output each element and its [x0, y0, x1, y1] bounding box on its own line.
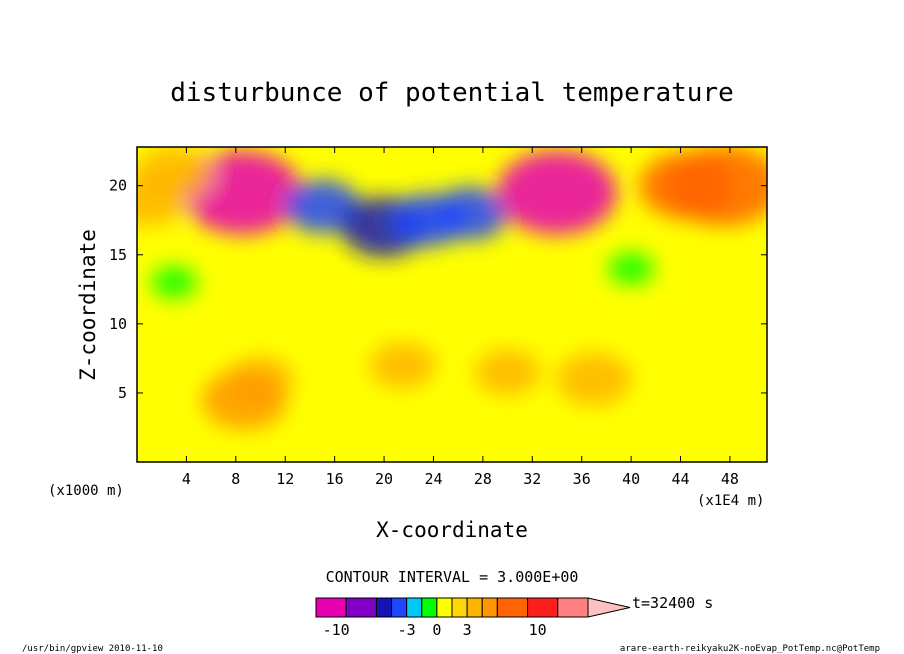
- field-feature: [284, 179, 361, 234]
- y-tick-label: 15: [109, 246, 127, 264]
- field-feature: [201, 369, 288, 430]
- colorbar-swatch: [315, 597, 347, 618]
- colorbar-tick-label: -3: [398, 621, 416, 639]
- x-tick-label: 32: [523, 470, 541, 488]
- x-tick-label: 36: [573, 470, 591, 488]
- x-tick-label: 4: [182, 470, 191, 488]
- x-axis: 4 8 12 16 20 24 28 32 36 40 44 48: [182, 147, 739, 488]
- field-feature: [608, 252, 655, 285]
- x-tick-label: 20: [375, 470, 393, 488]
- colorbar-tick-label: 0: [432, 621, 441, 639]
- plot-area: [137, 147, 767, 462]
- field-feature: [556, 352, 633, 406]
- colorbar-tick-label: -10: [323, 621, 350, 639]
- field-feature: [665, 147, 767, 227]
- x-tick-label: 40: [622, 470, 640, 488]
- colorbar-swatch: [496, 597, 529, 618]
- colorbar-swatch: [391, 597, 408, 618]
- x-tick-label: 44: [671, 470, 689, 488]
- field-feature: [369, 342, 436, 389]
- colorbar-tick-label: 3: [463, 621, 472, 639]
- field-feature: [137, 147, 213, 199]
- x-axis-label: X-coordinate: [376, 518, 528, 542]
- colorbar-swatch: [527, 597, 559, 618]
- x-unit-right: (x1E4 m): [697, 493, 764, 509]
- x-tick-label: 48: [721, 470, 739, 488]
- y-axis-label: Z-coordinate: [76, 229, 100, 381]
- footer-left: /usr/bin/gpview 2010-11-10: [22, 644, 163, 654]
- field-feature: [497, 150, 617, 235]
- colorbar-swatch: [375, 597, 393, 618]
- field-feature: [432, 186, 509, 240]
- plot-frame: [136, 146, 768, 463]
- chart-title: disturbunce of potential temperature: [170, 78, 734, 108]
- y-tick-label: 10: [109, 315, 127, 333]
- time-label: t=32400 s: [632, 594, 713, 612]
- field-feature: [474, 349, 541, 396]
- field-feature: [151, 266, 198, 299]
- x-tick-label: 8: [231, 470, 240, 488]
- contour-interval: CONTOUR INTERVAL = 3.000E+00: [326, 568, 579, 586]
- colorbar-swatch: [451, 597, 468, 618]
- colorbar-extension: [587, 597, 631, 618]
- colorbar-swatch: [436, 597, 453, 618]
- colorbar: -10 -3 0 3 10: [315, 597, 631, 639]
- x-tick-label: 24: [424, 470, 442, 488]
- colorbar-swatch: [557, 597, 589, 618]
- colorbar-tick-label: 10: [529, 621, 547, 639]
- colorbar-swatch: [345, 597, 377, 618]
- x-tick-label: 16: [326, 470, 344, 488]
- field-blobs: [137, 147, 767, 430]
- colorbar-swatch: [466, 597, 483, 618]
- colorbar-swatch: [406, 597, 423, 618]
- x-unit-left: (x1000 m): [48, 483, 124, 499]
- y-axis: 5 10 15 20: [109, 177, 767, 402]
- footer-right: arare-earth-reikyaku2K-noEvap_PotTemp.nc…: [620, 644, 880, 654]
- y-tick-label: 20: [109, 177, 127, 195]
- colorbar-swatch: [481, 597, 498, 618]
- x-tick-label: 28: [474, 470, 492, 488]
- y-tick-label: 5: [118, 384, 127, 402]
- colorbar-swatch: [421, 597, 438, 618]
- x-tick-label: 12: [276, 470, 294, 488]
